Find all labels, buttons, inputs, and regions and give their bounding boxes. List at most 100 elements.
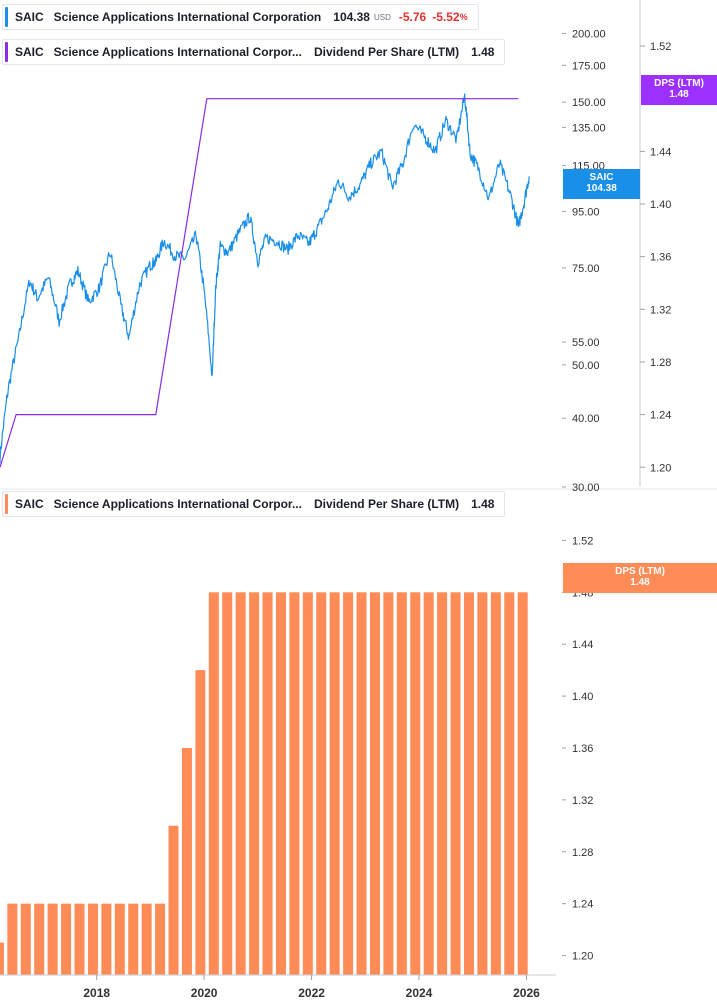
x-tick-label: 2024: [406, 986, 433, 1000]
dps-tick-label: 1.32: [650, 304, 671, 316]
dps-bar: [329, 592, 340, 975]
legend-company-name: Science Applications International Corpo…: [53, 10, 322, 24]
dps-tick-label: 1.52: [650, 41, 671, 53]
dps-bar: [168, 825, 179, 975]
x-tick-label: 2020: [191, 986, 218, 1000]
saic-tag-value: 104.38: [586, 183, 617, 194]
dps-bar: [450, 592, 461, 975]
legend-company-name: Science Applications International Corpo…: [53, 497, 302, 511]
dps-line-legend-color-swatch: [5, 42, 8, 62]
dps-bar: [61, 903, 72, 975]
dps-bar: [383, 592, 394, 975]
price-legend-color-swatch: [5, 7, 8, 27]
price-legend[interactable]: SAIC Science Applications International …: [2, 4, 479, 30]
dps-line-legend[interactable]: SAIC Science Applications International …: [2, 39, 506, 65]
price-tick-label: 150.00: [572, 97, 606, 109]
price-tick-label: 55.00: [572, 337, 600, 349]
dps-bar: [249, 592, 260, 975]
dps-bar: [141, 903, 152, 975]
price-tick-label: 75.00: [572, 263, 600, 275]
dps-bar: [490, 592, 501, 975]
dps-bar: [74, 903, 85, 975]
dps-tick-label: 1.36: [650, 252, 671, 264]
bar-tick-label: 1.40: [572, 691, 593, 703]
legend-percent-sign: %: [459, 12, 468, 22]
legend-company-name: Science Applications International Corpo…: [53, 45, 302, 59]
bar-tick-label: 1.28: [572, 847, 593, 859]
saic-price-line: [0, 93, 530, 464]
bar-tick-label: 1.52: [572, 535, 593, 547]
dps-bar-legend-color-swatch: [5, 494, 8, 514]
dps-bar: [20, 903, 31, 975]
dps-bar: [289, 592, 300, 975]
price-tick-label: 135.00: [572, 122, 606, 134]
dps-bar: [463, 592, 474, 975]
x-tick-label: 2026: [513, 986, 540, 1000]
dps-tick-label: 1.40: [650, 199, 671, 211]
dps-line-tag-value: 1.48: [669, 89, 689, 100]
dps-bar: [114, 903, 125, 975]
dps-bar-legend[interactable]: SAIC Science Applications International …: [2, 491, 506, 517]
dps-bar: [396, 592, 407, 975]
dps-bar: [0, 942, 4, 975]
dps-bar-tag-label: DPS (LTM): [615, 566, 665, 577]
price-tick-label: 40.00: [572, 413, 600, 425]
tick-labels: 200.00175.00150.00135.00115.0095.0075.00…: [83, 28, 671, 1000]
dps-bar: [181, 747, 192, 975]
dps-bar: [275, 592, 286, 975]
dps-bar: [155, 903, 166, 975]
price-tick-label: 30.00: [572, 482, 600, 494]
dps-bar: [504, 592, 515, 975]
dps-bar: [128, 903, 139, 975]
bar-tick-label: 1.44: [572, 639, 593, 651]
dps-bar: [369, 592, 380, 975]
dps-bar-tag: DPS (LTM) 1.48: [563, 563, 717, 593]
dps-bar: [410, 592, 421, 975]
x-tick-label: 2018: [83, 986, 110, 1000]
dps-bar: [222, 592, 233, 975]
legend-price-change-pct: -5.52: [432, 10, 460, 24]
dps-tick-label: 1.24: [650, 410, 671, 422]
price-tick-label: 175.00: [572, 60, 606, 72]
legend-metric-value: 1.48: [471, 45, 495, 59]
dps-tick-label: 1.28: [650, 357, 671, 369]
dps-bar: [517, 592, 528, 975]
legend-ticker: SAIC: [15, 497, 44, 511]
legend-ticker: SAIC: [15, 45, 44, 59]
legend-price-value: 104.38: [333, 10, 370, 24]
dps-bar: [262, 592, 273, 975]
dps-bar: [7, 903, 18, 975]
legend-currency: USD: [373, 12, 391, 22]
dps-bar: [316, 592, 327, 975]
dps-ltm-line: [0, 98, 519, 468]
price-tick-label: 95.00: [572, 206, 600, 218]
dps-bar: [356, 592, 367, 975]
dps-bar: [101, 903, 112, 975]
legend-ticker: SAIC: [15, 10, 44, 24]
dps-bar-tag-value: 1.48: [630, 577, 650, 588]
chart-axes: [0, 0, 717, 980]
saic-price-tag: SAIC 104.38: [563, 169, 640, 199]
legend-metric-name: Dividend Per Share (LTM): [313, 45, 460, 59]
dps-bar: [343, 592, 354, 975]
price-tick-label: 200.00: [572, 28, 606, 40]
dps-bar: [302, 592, 313, 975]
dps-bar: [437, 592, 448, 975]
price-tick-label: 50.00: [572, 360, 600, 372]
dps-bar: [195, 670, 206, 975]
dps-bar: [423, 592, 434, 975]
saic-tag-label: SAIC: [589, 172, 614, 183]
bar-tick-label: 1.24: [572, 899, 593, 911]
dps-line-tag-label: DPS (LTM): [654, 78, 704, 89]
dps-tick-label: 1.44: [650, 146, 671, 158]
dps-bar: [47, 903, 58, 975]
dps-bar: [477, 592, 488, 975]
dps-tick-label: 1.20: [650, 462, 671, 474]
dps-bar: [87, 903, 98, 975]
legend-price-change: -5.76: [398, 10, 427, 24]
bar-tick-label: 1.20: [572, 951, 593, 963]
dps-bar-series: [0, 592, 528, 975]
line-series-group: [0, 93, 530, 468]
dps-bar: [235, 592, 246, 975]
